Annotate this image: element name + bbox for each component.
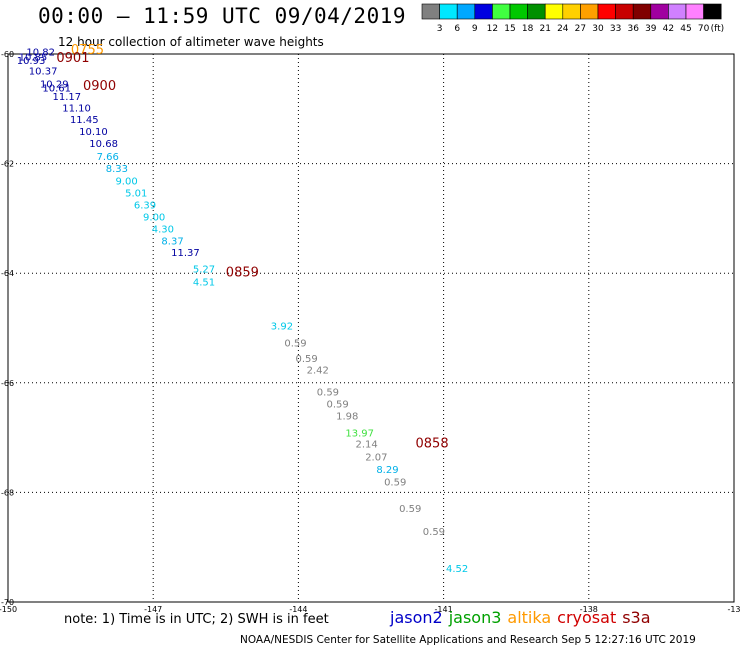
wave-height-label: 10.10 (79, 127, 108, 138)
x-tick-label: -141 (435, 605, 453, 612)
wave-height-label: 11.17 (53, 92, 82, 103)
colorbar-label: 21 (539, 24, 550, 34)
wave-height-label: 6.39 (134, 201, 156, 212)
y-tick-label: -70 (1, 598, 14, 607)
wave-height-label: 0.59 (399, 504, 421, 515)
colorbar-swatch (703, 3, 722, 20)
wave-height-label: 1.98 (336, 412, 358, 423)
colorbar-label: 18 (522, 24, 534, 34)
y-tick-label: -64 (1, 269, 14, 278)
wave-height-label: 10.82 (26, 48, 55, 59)
wave-height-label: 2.42 (307, 365, 329, 376)
colorbar-unit: (ft) (711, 24, 725, 34)
plot-area: -150 -147 -144 -141 -138 -13 -60 -62 -64 -66 -68 -7… (0, 43, 740, 612)
wave-height-label: 0.59 (317, 387, 339, 398)
wave-height-label: 10.68 (89, 139, 118, 150)
y-tick-label: -66 (1, 379, 14, 388)
wave-height-label: 0.59 (284, 339, 306, 350)
x-tick-label: -150 (0, 605, 17, 612)
colorbar-label: 3 (437, 24, 443, 34)
wave-height-label: 2.07 (365, 453, 387, 464)
legend-item-cryosat: cryosat (557, 608, 617, 627)
wave-height-label: 0.59 (384, 477, 406, 488)
x-tick-label: -138 (580, 605, 598, 612)
legend-item-s3a: s3a (622, 608, 651, 627)
wave-height-label: 5.01 (125, 188, 147, 199)
colorbar-label: 6 (454, 24, 460, 34)
colorbar-label: 15 (504, 24, 515, 34)
x-tick-label: -144 (289, 605, 307, 612)
legend-item-jason3: jason3 (448, 608, 502, 627)
colorbar-label: 33 (610, 24, 621, 34)
pass-time-label: 0901 (56, 51, 89, 66)
wave-height-label: 7.66 (97, 152, 119, 163)
legend-item-altika: altika (507, 608, 552, 627)
wave-height-label: 11.45 (70, 115, 99, 126)
wave-height-label: 0.59 (326, 399, 348, 410)
x-tick-label: -13 (727, 605, 740, 612)
colorbar-label: 24 (557, 24, 569, 34)
wave-height-label: 10.93 (17, 56, 46, 67)
pass-time-label: 0858 (416, 436, 449, 451)
satellite-legend: jason2 jason3 altika cryosat s3a (390, 608, 657, 627)
wave-height-label: 8.37 (161, 237, 183, 248)
colorbar-label: 12 (487, 24, 498, 34)
wave-height-label: 10.37 (29, 66, 58, 77)
wave-height-label: 4.51 (193, 277, 215, 288)
chart-subtitle: 12 hour collection of altimeter wave hei… (58, 35, 324, 49)
wave-height-label: 4.30 (152, 225, 174, 236)
pass-time-label: 0859 (226, 265, 259, 280)
chart-title: 00:00 – 11:59 UTC 09/04/2019 (38, 4, 407, 28)
wave-height-label: 4.52 (446, 564, 468, 575)
colorbar-label: 27 (575, 24, 586, 34)
wave-height-label: 10.61 (42, 83, 71, 94)
colorbar-label: 42 (663, 24, 674, 34)
plot-frame (7, 53, 735, 603)
wave-height-label: 0.59 (423, 527, 445, 538)
y-tick-label: -60 (1, 50, 14, 59)
wave-height-label: 8.33 (106, 164, 128, 175)
x-tick-label: -147 (144, 605, 162, 612)
wave-height-label: 9.00 (115, 176, 137, 187)
colorbar-label: 36 (627, 24, 639, 34)
colorbar-label: 45 (680, 24, 691, 34)
wave-height-label: 10.85 (19, 53, 48, 64)
y-tick-label: -68 (1, 488, 14, 497)
legend-item-jason2: jason2 (390, 608, 443, 627)
wave-height-label: 3.92 (271, 322, 293, 333)
colorbar-label: 39 (645, 24, 657, 34)
colorbar: 3 6 9 12 15 18 21 24 27 30 33 36 39 42 45 70 (ft) (421, 3, 725, 34)
wave-height-label: 10.29 (40, 79, 69, 90)
wave-height-label: 13.97 (345, 429, 374, 440)
wave-height-label: 9.00 (143, 213, 165, 224)
units-note: note: 1) Time is in UTC; 2) SWH is in fe… (64, 612, 329, 627)
wave-height-label: 11.37 (171, 248, 200, 259)
colorbar-label: 9 (472, 24, 478, 34)
pass-time-label: 0755 (71, 43, 104, 58)
wave-height-label: 11.10 (62, 104, 91, 115)
wave-height-label: 2.14 (356, 439, 378, 450)
pass-time-label: 0900 (83, 79, 116, 94)
credit-line: NOAA/NESDIS Center for Satellite Applica… (240, 634, 696, 646)
colorbar-label: 70 (698, 24, 710, 34)
colorbar-label: 30 (592, 24, 604, 34)
y-tick-label: -62 (1, 160, 14, 169)
wave-height-label: 5.27 (193, 265, 215, 276)
wave-height-label: 0.59 (295, 354, 317, 365)
wave-height-label: 8.29 (376, 465, 398, 476)
